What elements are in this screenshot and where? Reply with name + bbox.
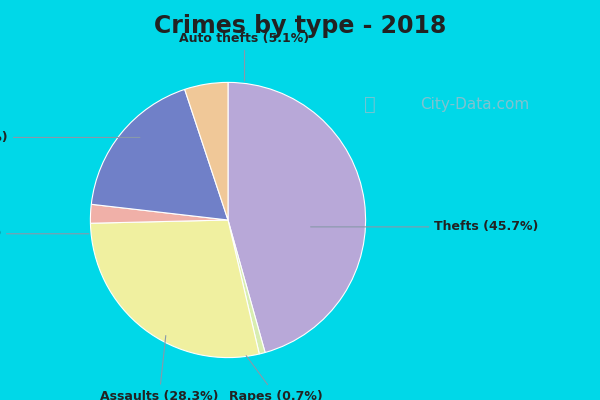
Text: Rapes (0.7%): Rapes (0.7%)	[229, 356, 323, 400]
Wedge shape	[185, 82, 228, 220]
Wedge shape	[228, 220, 265, 354]
Wedge shape	[228, 82, 365, 352]
Text: Auto thefts (5.1%): Auto thefts (5.1%)	[179, 32, 310, 81]
Text: Robberies (2.2%): Robberies (2.2%)	[0, 227, 89, 240]
Text: Assaults (28.3%): Assaults (28.3%)	[100, 336, 218, 400]
Wedge shape	[91, 89, 228, 220]
Text: Thefts (45.7%): Thefts (45.7%)	[311, 220, 539, 233]
Text: City-Data.com: City-Data.com	[421, 96, 530, 112]
Text: Burglaries (18.1%): Burglaries (18.1%)	[0, 131, 140, 144]
Text: ⧗: ⧗	[364, 94, 376, 114]
Wedge shape	[91, 220, 259, 358]
Wedge shape	[91, 204, 228, 223]
Text: Crimes by type - 2018: Crimes by type - 2018	[154, 14, 446, 38]
